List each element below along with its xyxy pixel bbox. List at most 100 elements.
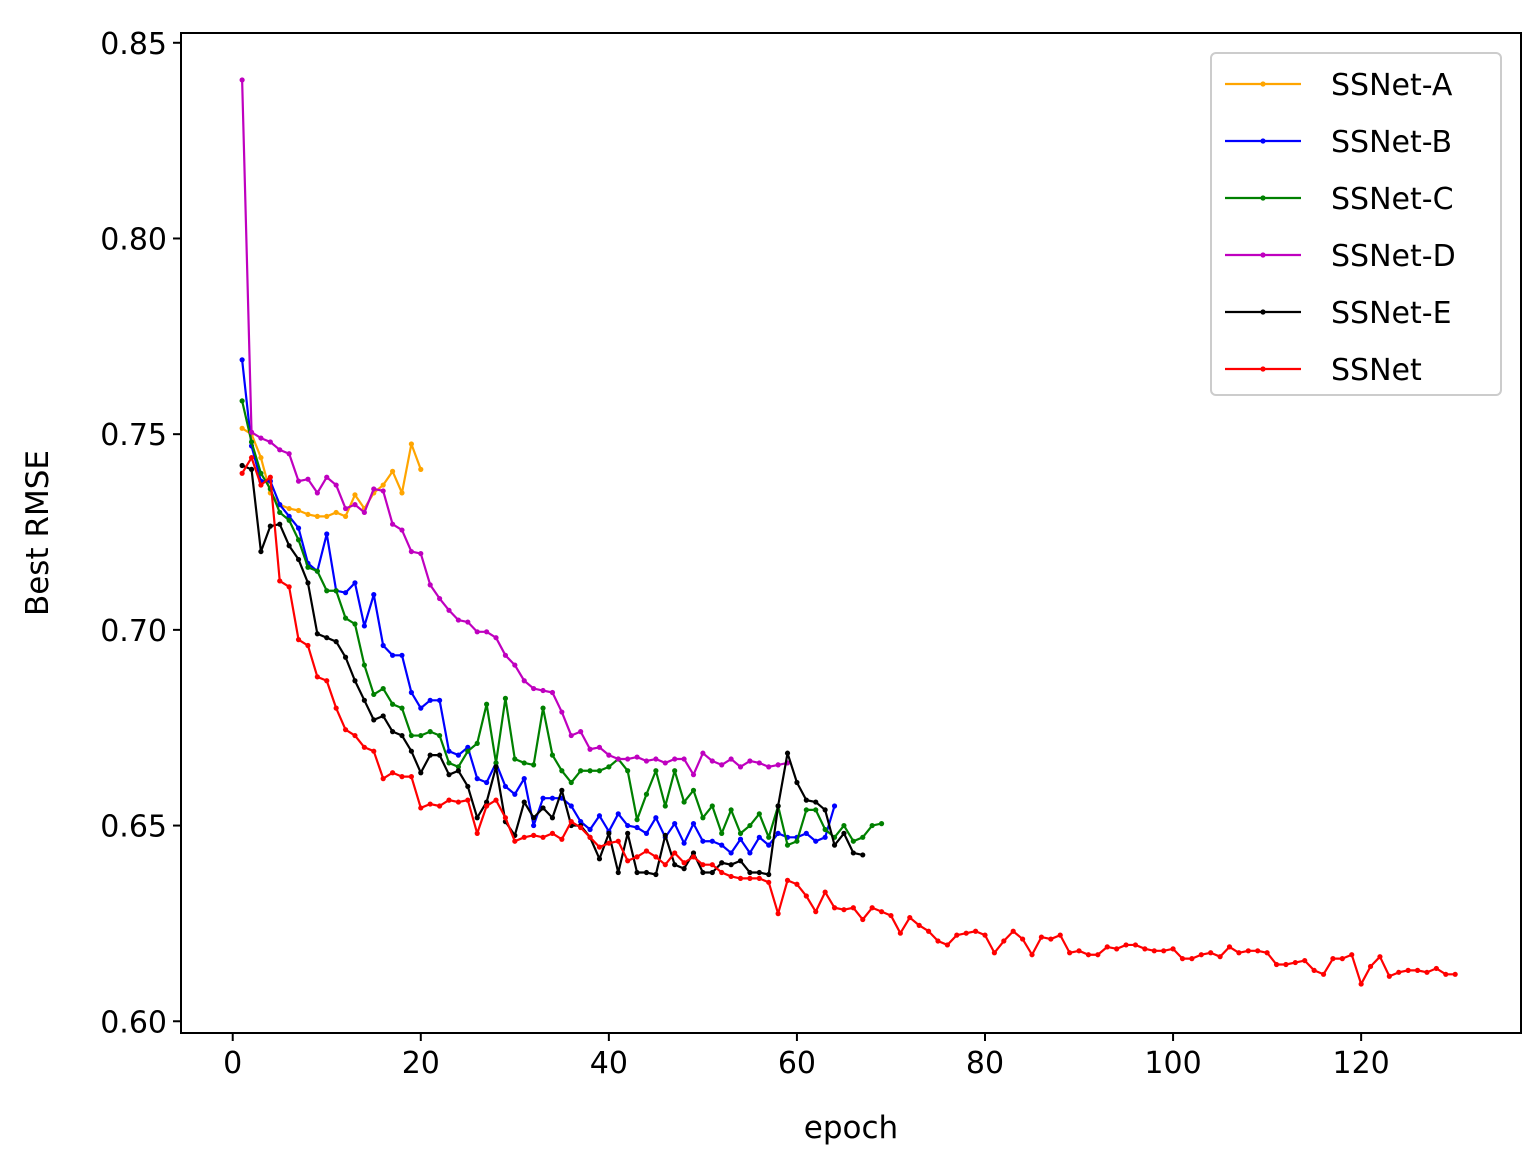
data-point bbox=[352, 580, 358, 586]
x-axis-ticks: 0 20 40 60 80 100 120 bbox=[223, 1033, 1390, 1081]
data-point bbox=[286, 543, 292, 549]
data-point bbox=[643, 791, 650, 797]
data-point bbox=[389, 729, 396, 735]
data-point bbox=[794, 881, 800, 887]
data-point bbox=[512, 838, 518, 844]
data-point bbox=[342, 615, 349, 621]
data-point bbox=[455, 617, 461, 623]
data-point bbox=[324, 635, 330, 641]
data-point bbox=[662, 803, 668, 809]
data-point bbox=[860, 916, 866, 923]
data-point bbox=[399, 705, 405, 711]
data-point bbox=[690, 787, 697, 793]
data-point bbox=[333, 482, 339, 488]
data-point bbox=[342, 513, 349, 519]
legend-label: SSNet-D bbox=[1331, 239, 1456, 274]
data-point bbox=[549, 689, 556, 696]
data-point bbox=[239, 398, 245, 404]
data-point bbox=[690, 772, 697, 778]
data-point bbox=[709, 803, 715, 809]
data-point bbox=[803, 807, 809, 813]
data-point bbox=[371, 748, 377, 754]
data-point bbox=[267, 439, 273, 445]
data-point bbox=[822, 834, 828, 840]
y-tick-label: 0.85 bbox=[100, 27, 167, 62]
data-point bbox=[286, 451, 292, 457]
data-point bbox=[803, 830, 809, 836]
data-point bbox=[1029, 952, 1035, 958]
y-axis-ticks: 0.60 0.65 0.70 0.75 0.80 0.85 bbox=[100, 27, 181, 1040]
data-point bbox=[399, 490, 405, 496]
data-point bbox=[437, 732, 443, 739]
data-point bbox=[446, 748, 452, 754]
data-point bbox=[672, 862, 678, 868]
series-5 bbox=[239, 462, 866, 878]
data-point bbox=[634, 854, 640, 860]
data-point bbox=[465, 744, 471, 750]
data-point bbox=[465, 619, 471, 625]
data-point bbox=[766, 871, 772, 878]
data-point bbox=[578, 768, 584, 774]
data-point bbox=[568, 732, 574, 739]
data-point bbox=[521, 760, 527, 766]
data-point bbox=[1123, 942, 1129, 948]
data-point bbox=[728, 756, 734, 762]
data-point bbox=[277, 521, 283, 527]
data-point bbox=[709, 862, 715, 868]
data-point bbox=[258, 548, 264, 555]
data-point bbox=[709, 838, 715, 844]
data-point bbox=[446, 772, 452, 778]
data-point bbox=[408, 774, 414, 780]
data-point bbox=[314, 631, 320, 637]
data-point bbox=[822, 889, 828, 895]
data-point bbox=[1443, 971, 1449, 977]
data-point bbox=[578, 729, 584, 735]
x-tick-label: 120 bbox=[1333, 1046, 1390, 1081]
data-point bbox=[625, 768, 631, 774]
data-point bbox=[389, 770, 396, 776]
data-point bbox=[361, 697, 367, 703]
data-point bbox=[502, 695, 509, 701]
data-point bbox=[1283, 961, 1289, 968]
data-point bbox=[418, 550, 424, 557]
data-point bbox=[709, 758, 715, 764]
data-point bbox=[531, 815, 537, 821]
data-point bbox=[756, 811, 762, 817]
data-point bbox=[643, 848, 650, 854]
data-point bbox=[869, 905, 875, 911]
data-point bbox=[484, 803, 490, 809]
data-point bbox=[568, 819, 574, 825]
data-point bbox=[766, 842, 772, 848]
data-point bbox=[672, 821, 678, 827]
series-layer bbox=[239, 77, 1458, 987]
data-point bbox=[371, 691, 377, 698]
data-point bbox=[1349, 952, 1355, 958]
data-point bbox=[775, 762, 781, 768]
data-point bbox=[418, 805, 424, 811]
data-point bbox=[418, 705, 424, 711]
data-point bbox=[1330, 956, 1336, 962]
x-tick-label: 0 bbox=[223, 1046, 242, 1081]
data-point bbox=[625, 756, 631, 762]
data-point bbox=[973, 928, 979, 934]
data-point bbox=[878, 821, 885, 827]
data-point bbox=[380, 776, 386, 782]
data-point bbox=[596, 844, 603, 850]
data-point bbox=[653, 871, 659, 878]
data-point bbox=[474, 776, 480, 782]
data-point bbox=[248, 466, 255, 472]
data-point bbox=[465, 797, 471, 803]
data-point bbox=[681, 840, 687, 846]
data-point bbox=[1414, 967, 1421, 973]
data-point bbox=[258, 435, 264, 441]
data-point bbox=[963, 930, 969, 936]
data-point bbox=[540, 705, 546, 711]
data-point bbox=[1067, 950, 1073, 956]
y-tick-label: 0.65 bbox=[100, 810, 167, 845]
data-point bbox=[766, 879, 772, 885]
data-point bbox=[361, 509, 367, 516]
legend-label: SSNet bbox=[1331, 353, 1422, 388]
data-point bbox=[615, 869, 621, 876]
data-point bbox=[361, 662, 367, 668]
